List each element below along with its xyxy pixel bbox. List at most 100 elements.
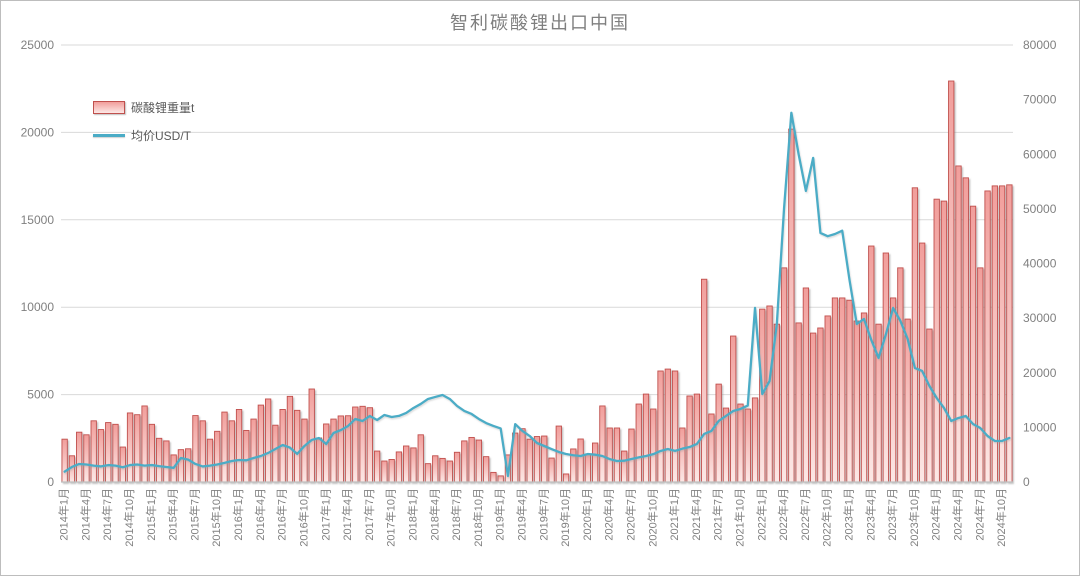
x-tick-label: 2024年10月	[994, 488, 1008, 547]
bar	[548, 457, 555, 483]
bar	[490, 471, 497, 483]
bar	[599, 405, 606, 483]
x-tick-label: 2016年1月	[231, 488, 245, 541]
bar	[737, 403, 744, 483]
bar	[461, 440, 468, 483]
x-tick-label: 2021年7月	[711, 488, 725, 541]
y-left-tick: 0	[47, 475, 54, 489]
bar	[933, 198, 940, 483]
bar	[337, 415, 344, 483]
y-right-tick: 0	[1023, 475, 1030, 489]
bar-swatch-icon	[93, 101, 125, 114]
line-swatch-icon	[93, 134, 125, 137]
bar	[839, 297, 846, 483]
bar	[686, 395, 693, 483]
x-tick-label: 2017年7月	[362, 488, 376, 541]
x-tick-label: 2023年7月	[885, 488, 899, 541]
x-tick-label: 2020年4月	[602, 488, 616, 541]
x-tick-label: 2014年1月	[57, 488, 71, 541]
bar	[751, 397, 759, 483]
x-tick-label: 2017年1月	[318, 488, 332, 541]
y-right-tick: 10000	[1023, 420, 1057, 434]
bar	[657, 370, 664, 483]
bar	[795, 322, 802, 483]
bar	[802, 287, 810, 483]
bar	[155, 437, 163, 483]
bar	[199, 420, 206, 483]
bar	[722, 407, 730, 483]
bar	[315, 437, 323, 483]
bar	[955, 165, 962, 483]
x-tick-label: 2023年1月	[841, 488, 855, 541]
x-tick-label: 2019年4月	[514, 488, 528, 541]
x-tick-label: 2021年1月	[667, 488, 681, 541]
bar	[141, 405, 148, 483]
bar	[875, 323, 882, 483]
bar	[177, 449, 185, 483]
bar	[824, 315, 831, 483]
bar	[257, 404, 264, 483]
bar	[650, 408, 657, 483]
x-tick-label: 2018年4月	[427, 488, 441, 541]
bar	[148, 423, 155, 483]
bar	[439, 457, 446, 483]
bar	[940, 200, 948, 483]
x-tick-label: 2022年4月	[776, 488, 790, 541]
y-right-tick: 80000	[1023, 38, 1057, 52]
bar	[868, 245, 875, 483]
bar	[962, 177, 969, 483]
x-tick-label: 2014年4月	[78, 488, 92, 541]
x-tick-label: 2015年10月	[209, 488, 223, 547]
bar	[635, 403, 642, 483]
x-tick-label: 2024年1月	[929, 488, 943, 541]
bar	[998, 185, 1006, 483]
x-tick-label: 2019年1月	[493, 488, 507, 541]
bar	[301, 418, 308, 483]
bar	[897, 267, 904, 483]
bar	[773, 323, 780, 483]
y-left-tick: 5000	[27, 388, 54, 402]
x-tick-label: 2017年10月	[384, 488, 398, 547]
x-tick-label: 2021年10月	[732, 488, 746, 547]
bar	[294, 409, 301, 483]
x-tick-label: 2019年10月	[558, 488, 572, 547]
bar	[417, 434, 424, 483]
y-axis-right-labels: 80000 70000 60000 50000 40000 30000 20000 10000…	[1023, 38, 1057, 489]
bar	[541, 435, 548, 483]
bars-series	[61, 80, 1013, 483]
y-right-tick: 20000	[1023, 366, 1057, 380]
bar	[991, 185, 998, 483]
x-tick-label: 2019年7月	[536, 488, 550, 541]
bar	[381, 460, 388, 483]
bar	[272, 424, 279, 483]
bar	[366, 407, 374, 483]
bar	[243, 429, 250, 483]
bar	[766, 305, 773, 483]
legend-label-price: 均价USD/T	[131, 129, 192, 143]
bar	[388, 459, 395, 483]
bar	[286, 395, 294, 483]
x-tick-label: 2016年7月	[275, 488, 289, 541]
bar	[221, 411, 228, 483]
bar	[185, 448, 192, 483]
x-tick-label: 2024年7月	[972, 488, 986, 541]
x-tick-label: 2015年4月	[166, 488, 180, 541]
bar	[403, 445, 410, 483]
bar	[817, 327, 824, 483]
bar	[642, 393, 650, 483]
legend: 碳酸锂重量t 均价USD/T	[93, 99, 194, 155]
x-tick-label: 2015年7月	[187, 488, 201, 541]
bar	[97, 429, 105, 483]
bar	[446, 460, 453, 483]
bar	[860, 312, 868, 483]
bar	[810, 332, 817, 483]
bar	[373, 450, 381, 483]
bar	[83, 434, 90, 483]
bar	[708, 413, 715, 483]
x-tick-label: 2016年4月	[253, 488, 267, 541]
bar	[555, 425, 562, 483]
x-tick-label: 2018年1月	[405, 488, 419, 541]
bar	[562, 473, 570, 483]
bar	[468, 436, 475, 483]
x-tick-label: 2020年7月	[623, 488, 637, 541]
